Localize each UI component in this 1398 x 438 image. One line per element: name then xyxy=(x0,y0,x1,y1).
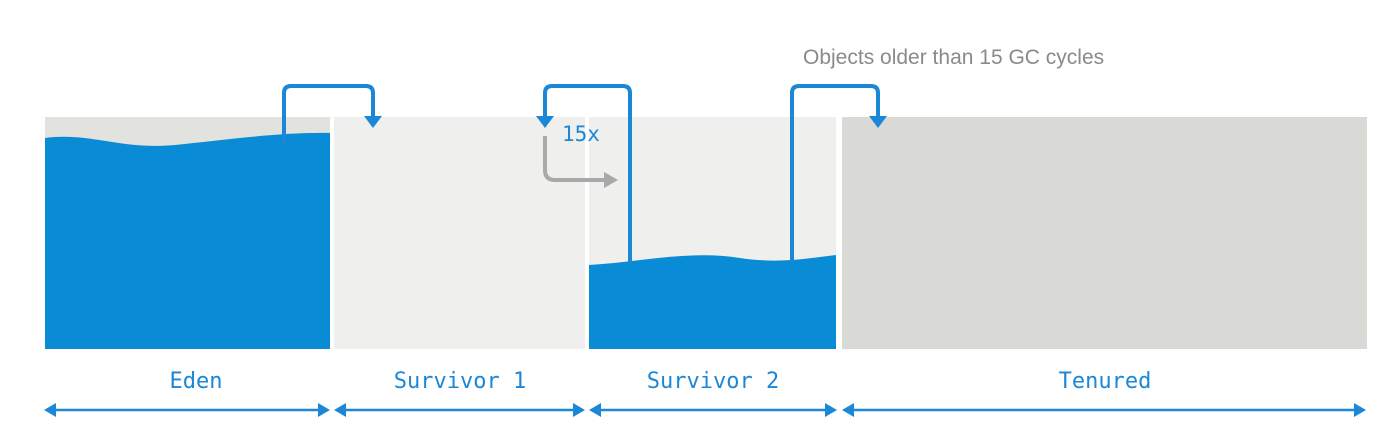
region-label-survivor1: Survivor 1 xyxy=(394,369,526,394)
dimension-arrow-eden xyxy=(44,403,330,417)
survivor2-fill xyxy=(589,255,836,349)
dimension-arrow-tenured xyxy=(842,403,1366,417)
tenured-region xyxy=(842,117,1367,349)
tenure-annotation: Objects older than 15 GC cycles xyxy=(803,46,1104,69)
eden-to-survivor1-arrowhead xyxy=(364,116,382,128)
dimension-arrow-survivor2 xyxy=(589,403,837,417)
eden-to-survivor1-arrow xyxy=(282,84,375,144)
eden-fill xyxy=(45,132,330,349)
region-label-tenured: Tenured xyxy=(1059,369,1152,394)
survivor2-to-survivor1-arrowhead xyxy=(536,116,554,128)
region-label-eden: Eden xyxy=(170,369,223,394)
region-label-survivor2: Survivor 2 xyxy=(647,369,779,394)
survivor2-to-survivor1-arrow xyxy=(543,84,632,262)
cycle-return-arrow xyxy=(543,136,606,182)
survivor2-to-tenured-arrow xyxy=(790,84,880,262)
survivor2-to-tenured-arrowhead xyxy=(869,116,887,128)
dimension-arrow-survivor1 xyxy=(334,403,585,417)
cycle-counter-label: 15x xyxy=(562,122,600,146)
cycle-return-arrowhead xyxy=(604,172,618,188)
survivor1-region xyxy=(334,117,585,349)
